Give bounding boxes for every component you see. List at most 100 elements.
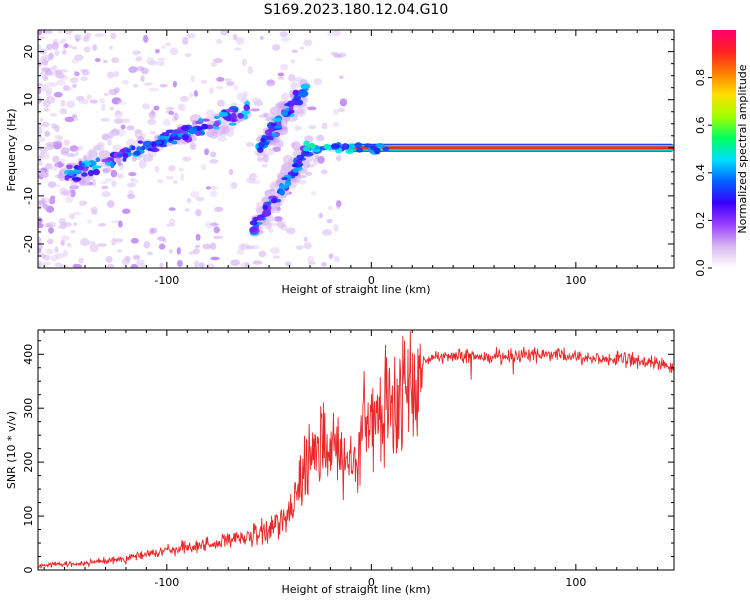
- heatmap-cell: [45, 96, 56, 104]
- heatmap-cell: [168, 207, 176, 211]
- heatmap-cell: [72, 211, 82, 216]
- heatmap-cell: [57, 224, 67, 230]
- heatmap-cell: [113, 70, 120, 78]
- heatmap-cell: [60, 99, 66, 107]
- heatmap-cell: [171, 140, 178, 145]
- heatmap-cell: [38, 30, 43, 36]
- y-tick-label: 300: [22, 398, 35, 419]
- heatmap-cell: [233, 47, 242, 51]
- heatmap-cell: [58, 30, 63, 35]
- heatmap-cell: [308, 125, 317, 130]
- heatmap-cell: [80, 238, 90, 246]
- heatmap-cell: [210, 185, 218, 191]
- heatmap-cell: [53, 91, 63, 98]
- heatmap-cell: [220, 30, 228, 36]
- heatmap-cell: [57, 160, 63, 168]
- heatmap-cell: [87, 169, 94, 177]
- heatmap-cell: [354, 142, 363, 149]
- y-tick-label: 100: [22, 506, 35, 527]
- colorbar-ticks: 0.0 0.2 0.4 0.6 0.8: [694, 69, 712, 277]
- heatmap-cell: [73, 222, 78, 226]
- heatmap-cell: [233, 84, 239, 92]
- heatmap-cell: [138, 159, 147, 169]
- heatmap-cell: [186, 33, 196, 39]
- heatmap-cell: [179, 95, 189, 102]
- heatmap-cell: [74, 148, 80, 157]
- heatmap-cell: [119, 163, 124, 171]
- heatmap-cell: [346, 146, 674, 150]
- heatmap-cell: [71, 177, 82, 181]
- heatmap-cell: [307, 255, 315, 264]
- heatmap-cell: [59, 108, 68, 115]
- heatmap-cell: [47, 82, 58, 87]
- heatmap-cell: [225, 108, 233, 112]
- heatmap-cell: [140, 67, 149, 75]
- heatmap-cell: [47, 181, 57, 188]
- heatmap-cell: [107, 140, 112, 146]
- heatmap-cell: [182, 156, 192, 162]
- heatmap-cell: [198, 117, 203, 123]
- heatmap-cell: [267, 135, 274, 141]
- heatmap-cell: [88, 241, 96, 246]
- heatmap-cell: [184, 208, 190, 212]
- heatmap-cell: [279, 184, 289, 189]
- spectrogram-frame: [37, 29, 675, 269]
- heatmap-cell: [100, 117, 110, 122]
- heatmap-cell: [173, 180, 178, 184]
- heatmap-cell: [122, 208, 131, 214]
- heatmap-cell: [270, 209, 281, 214]
- heatmap-cell: [121, 118, 131, 124]
- heatmap-cell: [60, 235, 70, 242]
- colorbar-label: Normalized spectral amplitude: [736, 64, 749, 233]
- heatmap-cell: [52, 140, 63, 149]
- colorbar-tick-label: 0.6: [694, 116, 707, 134]
- heatmap-cell: [136, 262, 145, 268]
- heatmap-cell: [38, 236, 42, 245]
- heatmap-cell: [161, 131, 170, 137]
- x-tick-label: 100: [565, 274, 586, 287]
- heatmap-cell: [112, 144, 122, 151]
- heatmap-cell: [72, 263, 83, 268]
- heatmap-cell: [272, 117, 282, 122]
- heatmap-cell: [154, 49, 160, 54]
- heatmap-cell: [291, 49, 298, 53]
- heatmap-cell: [315, 57, 323, 62]
- heatmap-cell: [195, 244, 201, 248]
- heatmap-cell: [303, 236, 308, 243]
- heatmap-cell: [92, 179, 97, 187]
- heatmap-cell: [104, 178, 114, 182]
- heatmap-cell: [54, 262, 63, 268]
- heatmap-cell: [38, 217, 43, 224]
- heatmap-cell: [163, 118, 171, 127]
- heatmap-cell: [345, 149, 354, 155]
- heatmap-cell: [58, 217, 66, 225]
- heatmap-cell: [54, 49, 60, 57]
- heatmap-cell: [50, 195, 56, 200]
- heatmap-cell: [225, 81, 235, 87]
- heatmap-cell: [169, 218, 176, 225]
- heatmap-cell: [106, 71, 115, 79]
- heatmap-cell: [38, 44, 42, 52]
- heatmap-cell: [65, 86, 73, 92]
- heatmap-cell: [46, 144, 54, 151]
- heatmap-cell: [42, 75, 49, 81]
- x-tick-label: 0: [368, 576, 375, 589]
- heatmap-cell: [49, 113, 58, 117]
- heatmap-cell: [126, 125, 135, 131]
- heatmap-cell: [213, 115, 220, 120]
- heatmap-cell: [132, 50, 140, 56]
- heatmap-cell: [38, 265, 41, 268]
- heatmap-cell: [80, 162, 86, 167]
- y-tick-label: 20: [22, 45, 35, 59]
- heatmap-cell: [293, 95, 302, 101]
- heatmap-cell: [78, 257, 84, 264]
- heatmap-cell: [44, 107, 50, 112]
- heatmap-cell: [341, 143, 350, 150]
- y-tick-label: -20: [22, 235, 35, 253]
- heatmap-cell: [263, 147, 275, 156]
- heatmap-cell: [290, 59, 295, 64]
- heatmap-cell: [116, 173, 124, 179]
- heatmap-cell: [221, 120, 232, 128]
- heatmap-cell: [38, 223, 44, 229]
